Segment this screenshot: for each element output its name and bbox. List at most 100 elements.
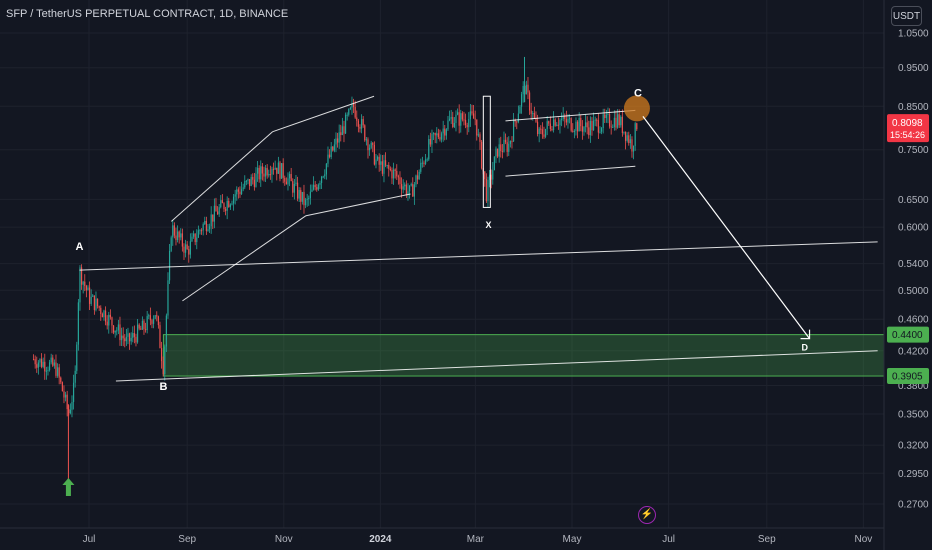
candle-body — [82, 281, 84, 285]
candle-body — [538, 128, 540, 135]
candle-body — [474, 118, 476, 120]
candle-body — [468, 119, 470, 128]
candle-body — [237, 189, 239, 192]
projection-arrowhead — [800, 329, 811, 340]
y-tick-label: 0.4200 — [898, 346, 929, 357]
annotation-label-x: X — [485, 220, 491, 230]
candle-body — [623, 131, 625, 133]
candle-body — [608, 113, 611, 127]
candle-body — [591, 121, 593, 131]
candle-body — [215, 205, 217, 212]
candle-body — [316, 187, 318, 190]
candle-body — [223, 203, 225, 210]
candle-body — [594, 119, 596, 121]
candle-body — [365, 139, 367, 141]
candle-body — [120, 335, 123, 341]
candle-body — [77, 302, 79, 345]
candle-body — [90, 296, 92, 304]
candle-body — [460, 113, 462, 126]
candle-body — [592, 120, 595, 131]
candle-body — [253, 179, 255, 187]
candle-body — [269, 174, 271, 176]
candle-body — [450, 117, 452, 119]
candle-body — [309, 191, 311, 199]
candle-body — [423, 162, 425, 164]
candle-body — [260, 166, 262, 180]
price-axis[interactable]: 1.0500 0.9500 0.8500 0.7500 0.6500 0.6000 0.54… — [883, 0, 932, 550]
candle-body — [333, 144, 335, 151]
candle-body — [103, 310, 105, 318]
candle-body — [53, 362, 55, 366]
candle-body — [218, 207, 220, 215]
candle-body — [88, 287, 91, 304]
candle-body — [330, 146, 332, 158]
candle-body — [381, 161, 383, 174]
candle-body — [184, 244, 187, 253]
currency-button[interactable]: USDT — [891, 6, 922, 26]
candle-body — [564, 115, 566, 119]
candle-body — [386, 165, 388, 167]
candle-body — [447, 120, 449, 130]
candle-body — [632, 145, 635, 152]
candle-body — [271, 168, 273, 175]
candle-body — [207, 229, 209, 231]
candle-body — [356, 117, 358, 121]
candle-body — [389, 168, 391, 171]
candle-body — [399, 177, 401, 185]
candle-body — [373, 144, 375, 165]
candle-body — [264, 167, 267, 177]
candle-body — [60, 377, 62, 383]
candle-body — [613, 117, 615, 127]
candle-body — [503, 139, 505, 152]
candle-body — [533, 113, 535, 119]
candle-body — [408, 185, 411, 192]
lightning-icon[interactable]: ⚡ — [638, 506, 656, 524]
candle-body — [480, 141, 483, 169]
candle-body — [410, 184, 412, 186]
candle-body — [272, 168, 275, 170]
candle-body — [455, 114, 457, 123]
candle-body — [400, 184, 403, 190]
candle-body — [96, 298, 99, 307]
candle-body — [212, 214, 214, 222]
candle-body — [618, 114, 620, 126]
candle-body — [605, 114, 607, 119]
candle-body — [42, 361, 44, 367]
candle-body — [261, 166, 263, 174]
candle-body — [116, 330, 118, 332]
candle-body — [519, 106, 521, 114]
candle-body — [304, 199, 307, 206]
candle-body — [413, 184, 415, 197]
candle-body — [416, 175, 419, 180]
candle-body — [560, 119, 563, 121]
candle-body — [133, 333, 135, 337]
candle-body — [437, 133, 439, 138]
time-axis[interactable]: Jul Sep Nov 2024 Mar May Jul Sep Nov — [0, 527, 884, 545]
candle-body — [149, 315, 151, 321]
candle-body — [58, 367, 60, 378]
candle-body — [154, 315, 156, 319]
candle-body — [226, 200, 228, 211]
candle-body — [221, 200, 223, 204]
y-tick-label: 0.6000 — [898, 223, 929, 234]
candle-body — [485, 179, 487, 202]
candle-body — [279, 162, 281, 179]
candle-body — [300, 190, 302, 202]
candle-body — [466, 125, 468, 128]
candle-body — [434, 133, 436, 136]
candle-body — [364, 125, 366, 141]
candle-body — [125, 336, 127, 342]
candle-body — [101, 313, 103, 318]
candle-body — [442, 128, 444, 134]
candle-body — [164, 346, 166, 375]
candle-body — [100, 307, 102, 314]
candle-body — [543, 134, 545, 137]
candle-body — [160, 348, 163, 362]
candle-body — [247, 179, 249, 181]
candle-body — [436, 133, 438, 136]
candle-body — [464, 120, 467, 126]
candle-body — [50, 357, 52, 363]
candle-body — [506, 142, 508, 152]
candle-body — [528, 92, 531, 111]
